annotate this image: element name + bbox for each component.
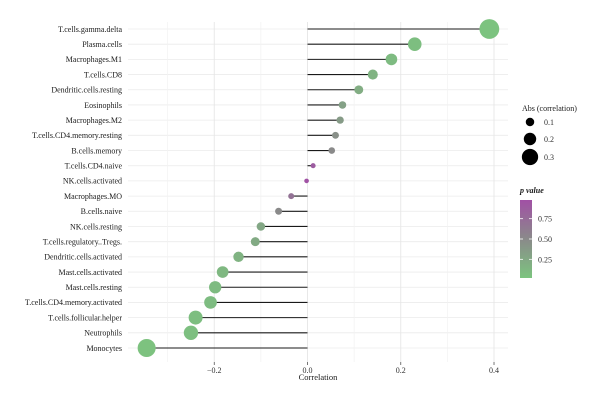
category-label: Macrophages.M2 [66, 116, 122, 125]
point [288, 193, 295, 200]
category-label: Neutrophils [84, 329, 122, 338]
size-legend-title: Abs (correlation) [522, 104, 577, 113]
size-legend-dot [523, 132, 537, 146]
color-legend-label: 0.50 [538, 235, 552, 244]
category-label: T.cells.CD4.memory.resting [32, 131, 122, 140]
category-label: T.cells.gamma.delta [58, 25, 122, 34]
category-label: Macrophages.M1 [66, 55, 122, 64]
category-label: Dendritic.cells.resting [51, 86, 122, 95]
point [275, 207, 283, 215]
x-axis-title: Correlation [299, 372, 338, 382]
point [204, 296, 217, 309]
color-bar [520, 200, 532, 278]
x-tick-label: −0.2 [207, 366, 222, 375]
point [338, 101, 347, 109]
category-label: Macrophages.MO [64, 192, 122, 201]
x-tick-label: 0.0 [303, 366, 313, 375]
category-label: T.cells.follicular.helper [48, 313, 122, 322]
category-label: T.cells.CD4.memory.activated [25, 298, 122, 307]
size-legend-label: 0.3 [544, 153, 554, 162]
category-labels: T.cells.gamma.delta Plasma.cells Macrophag… [25, 25, 123, 353]
color-legend-label: 0.75 [538, 215, 552, 224]
point [385, 53, 398, 66]
point [188, 310, 203, 325]
category-label: NK.cells.activated [63, 177, 122, 186]
category-label: T.cells.CD8 [84, 70, 122, 79]
color-legend-title: p value [519, 186, 544, 195]
point [310, 163, 316, 169]
color-legend-label: 0.25 [538, 255, 552, 264]
category-label: Eosinophils [84, 101, 122, 110]
point [332, 131, 339, 139]
category-label: Mast.cells.resting [66, 283, 122, 292]
point [407, 37, 422, 51]
point [233, 251, 244, 263]
point [256, 222, 266, 231]
category-label: Monocytes [86, 344, 122, 353]
point [304, 178, 309, 184]
size-legend-label: 0.1 [544, 118, 554, 127]
size-legend-label: 0.2 [544, 135, 554, 144]
x-tick-label: 0.4 [489, 366, 499, 375]
category-label: T.cells.CD4.naive [65, 162, 123, 171]
size-legend-dot [521, 148, 539, 166]
category-label: B.cells.memory [71, 146, 122, 155]
category-label: Dendritic.cells.activated [44, 253, 122, 262]
category-label: NK.cells.resting [70, 222, 122, 231]
grid-lines [128, 22, 508, 362]
point [137, 338, 156, 358]
x-tick-label: 0.2 [396, 366, 406, 375]
category-label: Mast.cells.activated [58, 268, 122, 277]
point [216, 266, 229, 278]
point [250, 237, 260, 247]
category-label: Plasma.cells [82, 40, 122, 49]
category-label: B.cells.naive [81, 207, 123, 216]
x-axis-ticks: −0.2 0.0 0.2 0.4 [207, 362, 499, 375]
point [336, 116, 344, 124]
point [209, 281, 222, 294]
category-label: T.cells.regulatory..Tregs. [43, 237, 122, 246]
point [367, 69, 378, 80]
point [479, 19, 500, 39]
point [354, 85, 364, 95]
color-legend: p value 0.75 0.50 0.25 [519, 186, 552, 278]
points [137, 19, 500, 358]
size-legend: Abs (correlation) 0.1 0.2 0.3 [521, 104, 577, 166]
stems [146, 28, 490, 349]
point [183, 325, 199, 340]
point [328, 147, 336, 154]
size-legend-dot [525, 117, 535, 127]
